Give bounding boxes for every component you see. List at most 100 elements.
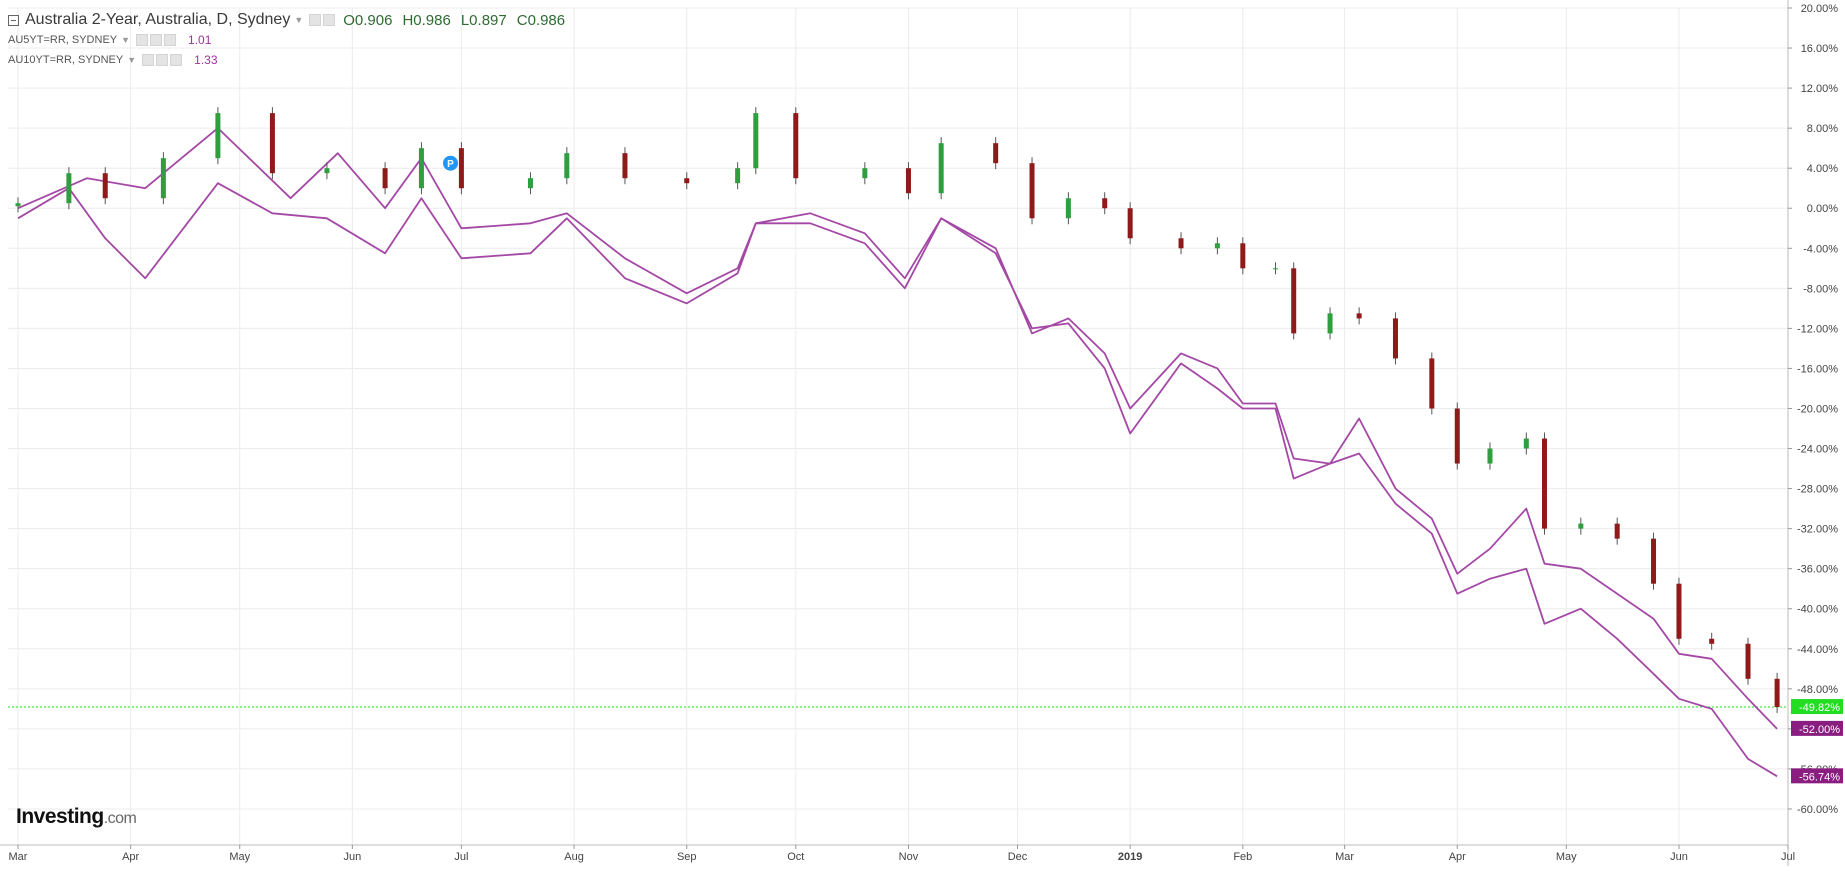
y-tick-label: -36.00% [1797,564,1838,576]
candle [458,142,464,195]
y-tick-label: 4.00% [1807,163,1838,175]
chart-legend: Australia 2-Year, Australia, D, Sydney ▼… [8,10,575,70]
close-icon[interactable] [164,34,177,46]
close-icon[interactable] [170,54,183,66]
y-tick-label: -8.00% [1803,283,1838,295]
chevron-down-icon[interactable]: ▼ [294,15,304,25]
candle-body [1240,243,1246,269]
candle-body [1523,438,1529,449]
x-tick-label: Dec [1008,851,1028,863]
y-tick-label: -60.00% [1797,804,1838,816]
y-tick-label: -28.00% [1797,484,1838,496]
legend-series-5y: AU5YT=RR, SYDNEY ▼ 1.01 [8,30,575,50]
candle-body [1356,313,1362,319]
candle [1523,432,1529,455]
eye-icon[interactable] [142,54,155,66]
candle [1127,202,1133,245]
chevron-down-icon[interactable]: ▼ [127,55,137,65]
x-tick-label: Mar [1335,851,1354,863]
candle-body [1429,358,1435,409]
candle-body [15,203,21,207]
candle [1392,312,1398,365]
candle [215,107,221,165]
candle [1102,192,1108,215]
x-tick-label: Feb [1233,851,1252,863]
candle-body [1774,678,1780,708]
y-tick-label: 12.00% [1801,83,1839,95]
candle-body [1273,268,1279,270]
main-series-title[interactable]: Australia 2-Year, Australia, D, Sydney [25,11,291,28]
candle-body [1454,408,1460,464]
candle [160,152,166,205]
candle-body [735,168,741,184]
candle-body [1709,638,1715,644]
candle [793,107,799,185]
candle-body [1676,583,1682,639]
series-10y-name[interactable]: AU10YT=RR, SYDNEY [8,54,124,66]
x-tick-label: Oct [787,851,804,863]
event-badge-icon [443,155,459,171]
x-tick-label: Nov [899,851,919,863]
candle-body [215,113,221,159]
candle-body [1178,238,1184,249]
candle [1327,307,1333,340]
candle [622,147,628,185]
candle [1614,517,1620,545]
candle-body [1745,643,1751,679]
x-tick-label: Sep [677,851,697,863]
candle [324,162,330,180]
y-tick-label: 20.00% [1801,3,1839,15]
candle-body [938,143,944,194]
candle-body [1029,163,1035,219]
candle [418,142,424,195]
y-tick-label: 16.00% [1801,43,1839,55]
open-value: O0.906 [343,11,393,29]
current-price-badge [1791,699,1843,715]
gear-icon[interactable] [323,14,336,26]
y-tick-label: -16.00% [1797,363,1838,375]
candle [1578,517,1584,535]
candle-body [1487,448,1493,464]
candle [1240,237,1246,275]
candle [1487,442,1493,470]
gear-icon[interactable] [150,34,163,46]
candle [1541,432,1547,535]
y-tick-label: -12.00% [1797,323,1838,335]
candle [382,162,388,195]
series-au10y-line [17,182,1778,778]
series-au5y-line [17,127,1778,730]
y-tick-label: -32.00% [1797,524,1838,536]
event-badge-label: P [447,159,454,170]
collapse-icon[interactable] [8,14,19,26]
low-value: L0.897 [460,11,507,29]
candle-body [66,173,72,204]
candle [1709,632,1715,650]
candle [1065,192,1071,225]
x-tick-label: May [1556,851,1577,863]
candle [753,107,759,175]
candle [938,137,944,200]
series-5y-name[interactable]: AU5YT=RR, SYDNEY [8,34,118,46]
candle [862,162,868,185]
y-tick-label: -24.00% [1797,444,1838,456]
brand-name: Investing [16,805,104,828]
candle-body [905,168,911,194]
x-tick-label: Jul [454,851,468,863]
eye-icon[interactable] [136,34,149,46]
candle-body [1065,198,1071,219]
gear-icon[interactable] [156,54,169,66]
candle-body [160,158,166,199]
chevron-down-icon[interactable]: ▼ [121,35,131,45]
investing-logo: Investing.com [16,805,137,829]
candle [993,137,999,170]
grid-lines [8,7,1789,845]
x-tick-label: Aug [564,851,584,863]
y-tick-label: -44.00% [1797,644,1838,656]
candle [684,172,690,190]
eye-icon[interactable] [309,14,322,26]
candle-body [1392,318,1398,359]
candle [1429,352,1435,415]
candle [102,167,108,205]
